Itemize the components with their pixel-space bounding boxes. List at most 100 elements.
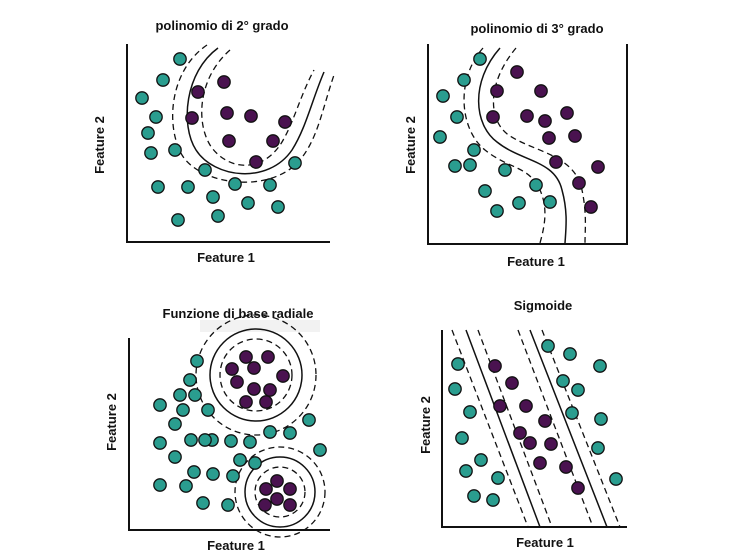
teal-point (263, 178, 277, 192)
teal-point (184, 433, 198, 447)
teal-point (188, 388, 202, 402)
teal-point (474, 453, 488, 467)
panel-title: polinomio di 2° grado (155, 18, 288, 33)
teal-point (198, 163, 212, 177)
teal-point (135, 91, 149, 105)
teal-point (168, 417, 182, 431)
x-axis-label: Feature 1 (507, 254, 565, 269)
teal-point (271, 200, 285, 214)
teal-point (491, 471, 505, 485)
panel-rbf: Funzione di base radiale Feature 1 Featu… (104, 306, 330, 553)
teal-point (221, 498, 235, 512)
purple-point (510, 65, 524, 79)
teal-point (459, 464, 473, 478)
teal-point (450, 110, 464, 124)
teal-point (467, 489, 481, 503)
teal-point (206, 190, 220, 204)
teal-point (473, 52, 487, 66)
purple-point (258, 498, 272, 512)
teal-point (179, 479, 193, 493)
teal-point (141, 126, 155, 140)
teal-point (436, 89, 450, 103)
purple-point (220, 106, 234, 120)
purple-point (538, 114, 552, 128)
panel-polynomial-2: polinomio di 2° grado Feature 1 Feature … (92, 18, 335, 265)
panel-sigmoid: Sigmoide Feature 1 Feature 2 (418, 298, 627, 550)
axes (128, 338, 330, 531)
teal-point (153, 436, 167, 450)
teal-point (541, 339, 555, 353)
teal-point (176, 403, 190, 417)
purple-point (571, 481, 585, 495)
teal-point (168, 450, 182, 464)
teal-point (181, 180, 195, 194)
purple-point (488, 359, 502, 373)
teal-point (228, 177, 242, 191)
data-points (135, 52, 302, 227)
purple-point (247, 361, 261, 375)
purple-point (217, 75, 231, 89)
teal-point (529, 178, 543, 192)
axes (427, 44, 628, 245)
teal-point (153, 398, 167, 412)
teal-point (490, 204, 504, 218)
purple-point (261, 350, 275, 364)
y-axis-label: Feature 2 (418, 396, 433, 454)
purple-point (559, 460, 573, 474)
teal-point (565, 406, 579, 420)
purple-point (278, 115, 292, 129)
teal-point (196, 496, 210, 510)
teal-point (448, 159, 462, 173)
teal-point (173, 52, 187, 66)
teal-point (201, 403, 215, 417)
teal-point (288, 156, 302, 170)
purple-point (544, 437, 558, 451)
teal-point (226, 469, 240, 483)
axes (441, 330, 627, 528)
teal-point (609, 472, 623, 486)
purple-point (493, 399, 507, 413)
teal-point (486, 493, 500, 507)
teal-point (198, 433, 212, 447)
purple-point (591, 160, 605, 174)
teal-point (283, 426, 297, 440)
teal-point (144, 146, 158, 160)
purple-point (523, 436, 537, 450)
teal-point (151, 180, 165, 194)
teal-point (168, 143, 182, 157)
purple-point (572, 176, 586, 190)
purple-point (230, 375, 244, 389)
purple-point (542, 131, 556, 145)
teal-point (156, 73, 170, 87)
teal-point (233, 453, 247, 467)
teal-point (463, 405, 477, 419)
teal-point (451, 357, 465, 371)
purple-point (490, 84, 504, 98)
teal-point (457, 73, 471, 87)
teal-point (171, 213, 185, 227)
decision-boundary (463, 47, 587, 244)
teal-point (478, 184, 492, 198)
data-points (153, 350, 327, 512)
teal-point (463, 158, 477, 172)
teal-point (593, 359, 607, 373)
purple-point (191, 85, 205, 99)
purple-point (270, 492, 284, 506)
teal-point (243, 435, 257, 449)
purple-point (185, 111, 199, 125)
teal-point (153, 478, 167, 492)
x-axis-label: Feature 1 (197, 250, 255, 265)
teal-point (224, 434, 238, 448)
panel-polynomial-3: polinomio di 3° grado Feature 1 Feature … (403, 21, 628, 269)
purple-point (533, 456, 547, 470)
teal-point (263, 425, 277, 439)
teal-point (187, 465, 201, 479)
purple-point (560, 106, 574, 120)
teal-point (149, 110, 163, 124)
panel-title: Sigmoide (514, 298, 573, 313)
purple-point (270, 474, 284, 488)
panel-title: polinomio di 3° grado (470, 21, 603, 36)
x-axis-label: Feature 1 (207, 538, 265, 553)
teal-point (211, 209, 225, 223)
